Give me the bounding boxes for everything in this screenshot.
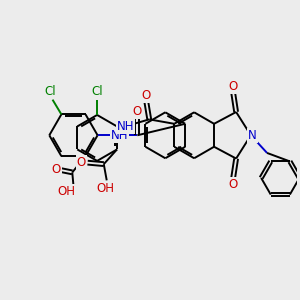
Text: Cl: Cl bbox=[44, 85, 56, 98]
Text: Cl: Cl bbox=[91, 85, 103, 98]
Text: O: O bbox=[229, 178, 238, 191]
Text: OH: OH bbox=[96, 182, 114, 195]
Text: N: N bbox=[248, 129, 257, 142]
Text: O: O bbox=[133, 105, 142, 118]
Text: OH: OH bbox=[57, 185, 75, 198]
Text: NH: NH bbox=[117, 120, 134, 133]
Text: O: O bbox=[76, 156, 86, 169]
Text: O: O bbox=[229, 80, 238, 93]
Text: O: O bbox=[142, 89, 151, 102]
Text: O: O bbox=[51, 163, 61, 176]
Text: NH: NH bbox=[111, 129, 128, 142]
